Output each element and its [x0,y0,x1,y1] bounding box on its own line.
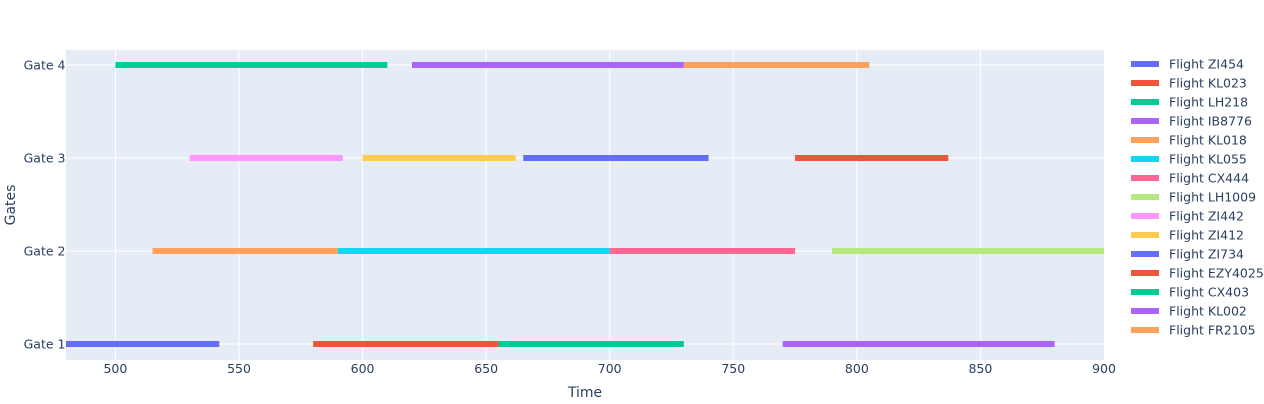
legend-item[interactable]: Flight ZI734 [1131,247,1244,262]
legend-label: Flight KL055 [1169,152,1247,167]
legend-label: Flight CX444 [1169,171,1249,186]
legend-label: Flight EZY4025 [1169,266,1264,281]
x-axis-title: Time [567,385,602,400]
legend-item[interactable]: Flight IB8776 [1131,114,1252,129]
plot-background [66,50,1104,360]
y-axis-title: Gates [3,185,19,226]
legend-label: Flight LH218 [1169,95,1248,110]
x-tick-label: 850 [968,361,992,376]
legend-item[interactable]: Flight CX403 [1131,285,1249,300]
x-tick-label: 700 [598,361,622,376]
y-tick-label: Gate 1 [24,337,66,352]
x-axis-ticks: 500 550 600 650 700 750 800 850 900 [103,361,1115,376]
bars-layer [66,62,1104,347]
legend-label: Flight KL023 [1169,76,1247,91]
legend-item[interactable]: Flight LH1009 [1131,190,1256,205]
legend-label: Flight KL018 [1169,133,1247,148]
legend-item[interactable]: Flight KL018 [1131,133,1247,148]
x-tick-label: 800 [845,361,869,376]
legend-label: Flight KL002 [1169,304,1247,319]
legend-item[interactable]: Flight KL002 [1131,304,1247,319]
y-tick-label: Gate 3 [24,151,66,166]
x-tick-label: 750 [721,361,745,376]
legend-label: Flight CX403 [1169,285,1249,300]
legend-item[interactable]: Flight ZI442 [1131,209,1244,224]
legend-label: Flight FR2105 [1169,323,1256,338]
legend-label: Flight ZI454 [1169,57,1244,72]
x-tick-label: 600 [351,361,375,376]
legend-label: Flight ZI412 [1169,228,1244,243]
legend-item[interactable]: Flight FR2105 [1131,323,1256,338]
y-tick-label: Gate 4 [24,58,66,73]
legend-item[interactable]: Flight KL055 [1131,152,1247,167]
legend-label: Flight LH1009 [1169,190,1256,205]
legend-item[interactable]: Flight EZY4025 [1131,266,1264,281]
x-tick-label: 650 [474,361,498,376]
y-axis-ticks: Gate 1 Gate 2 Gate 3 Gate 4 [24,58,66,352]
legend-item[interactable]: Flight CX444 [1131,171,1249,186]
legend-item[interactable]: Flight LH218 [1131,95,1248,110]
legend-item[interactable]: Flight ZI412 [1131,228,1244,243]
legend-label: Flight IB8776 [1169,114,1252,129]
x-tick-label: 550 [227,361,251,376]
legend-item[interactable]: Flight KL023 [1131,76,1247,91]
legend-label: Flight ZI734 [1169,247,1244,262]
x-tick-label: 500 [103,361,127,376]
y-tick-label: Gate 2 [24,244,66,259]
x-tick-label: 900 [1092,361,1116,376]
legend-label: Flight ZI442 [1169,209,1244,224]
legend-item[interactable]: Flight ZI454 [1131,57,1244,72]
legend[interactable]: Flight ZI454 Flight KL023 Flight LH218 Flig… [1131,57,1264,338]
